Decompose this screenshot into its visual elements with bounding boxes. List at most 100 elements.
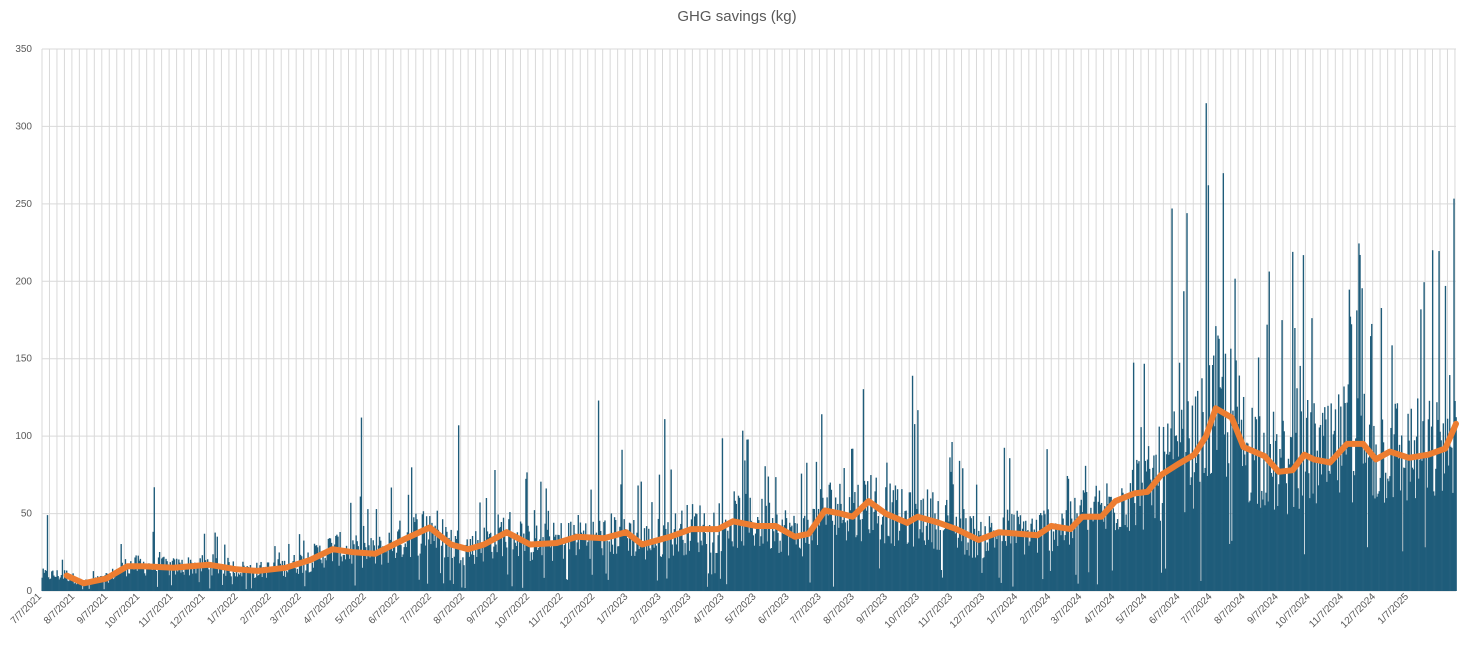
bar [66,570,68,591]
bar [1449,375,1451,591]
bar [146,565,148,591]
bar [1426,487,1428,591]
bar [824,512,826,591]
bar [761,498,763,591]
bar [251,572,254,591]
bar [639,545,641,591]
bar [1345,454,1347,591]
bar [409,557,412,591]
y-tick-label: 150 [15,354,32,365]
bar [1000,582,1002,591]
x-tick-label: 10/7/2022 [493,591,533,631]
bar [924,544,927,591]
bar [546,529,548,591]
bar [681,510,683,591]
bar [845,540,848,591]
bar [1350,324,1353,591]
bar [354,585,356,591]
bar [852,448,854,591]
bar [1278,484,1280,591]
bar [1037,537,1040,591]
bar [399,520,401,591]
bar [1365,447,1368,591]
bar [490,532,492,591]
bar [1083,492,1086,591]
bar [891,502,893,591]
bar [1442,423,1445,591]
bar [1287,458,1290,591]
bar [1348,289,1351,591]
bar [593,539,595,591]
bar [1402,551,1404,591]
bar [1391,345,1393,591]
bar [1379,477,1382,591]
bar [517,556,520,591]
bar [1300,411,1302,591]
bar [54,576,56,591]
bar [526,472,528,591]
bar [1091,516,1093,591]
bar [825,524,827,591]
bar [1227,463,1230,591]
bar [242,561,244,591]
bar [232,561,235,591]
bar [540,481,542,591]
bar [743,545,745,591]
bar [514,542,516,591]
bar [1179,442,1182,591]
bar [187,557,190,591]
bar [495,544,497,591]
bar [193,566,195,591]
bar [1299,365,1301,591]
bar [268,569,271,591]
bar [1056,524,1058,591]
bar [702,524,704,591]
bar [876,523,878,591]
bar [759,546,761,591]
bar [701,545,703,591]
bar [822,497,824,591]
bar [492,558,494,591]
bar [1302,255,1305,591]
bar [506,547,508,591]
bar [907,542,909,591]
bar [113,579,115,591]
bar [481,546,483,591]
bar [413,517,415,591]
bar [1061,513,1063,591]
bar [150,567,152,591]
bar [1423,282,1425,591]
bar [645,526,648,591]
bar [770,548,773,591]
bar [640,481,642,591]
bar [250,588,253,591]
bar [780,551,782,591]
bar [204,560,207,591]
bar [500,522,503,591]
bar [792,536,794,591]
bar [520,523,523,591]
bar [1394,403,1396,591]
bar [1280,457,1282,591]
bar [217,573,220,591]
bar [419,553,421,591]
bar [1038,514,1041,591]
bar [1029,541,1031,591]
bar [494,470,496,591]
bar [1356,310,1358,591]
bar [755,529,758,591]
bar [818,525,821,591]
bar [830,489,833,591]
bar [630,555,633,591]
bar [70,579,72,591]
bar [1417,398,1419,591]
bar [1256,503,1259,591]
bar [757,516,759,591]
bar [300,556,303,591]
bar [844,522,846,591]
bar [1183,291,1185,591]
bar [1159,520,1162,591]
bar [131,568,133,591]
bar [1042,579,1044,591]
bar [923,540,925,591]
